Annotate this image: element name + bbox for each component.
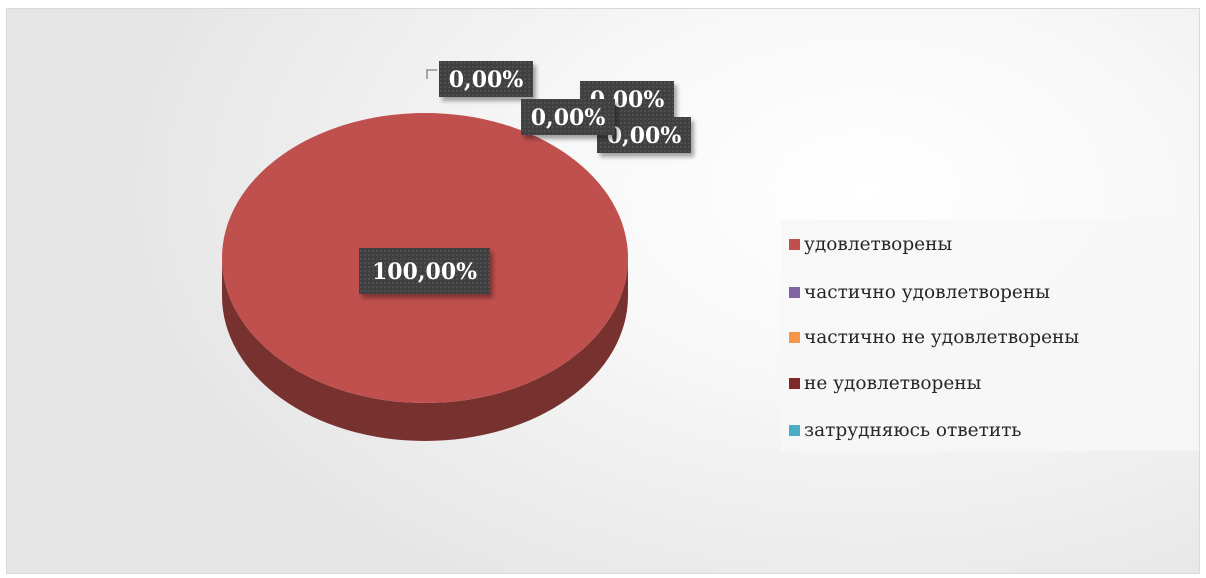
legend-item-hard-to-say: затрудняюсь ответить [789,418,1022,442]
legend-item-partially-unsatisfied: частично не удовлетворены [789,325,1079,349]
legend-item-partially-satisfied: частично удовлетворены [789,280,1050,304]
legend-swatch [789,286,800,298]
legend-label: частично не удовлетворены [804,326,1080,348]
data-label-text: 0,00% [531,105,606,131]
legend-label: удовлетворены [804,233,953,255]
data-label-2: 0,00% [439,61,533,97]
pie-slice-side [222,258,628,441]
legend-item-unsatisfied: не удовлетворены [789,371,981,395]
legend-item-satisfied: удовлетворены [789,232,952,256]
legend-label: не удовлетворены [804,372,982,394]
chart-area: 100,00% 0,00% 0,00% 0,00% 0,00% удовлетворен… [6,8,1200,574]
data-label-5: 0,00% [521,99,615,135]
data-label-text: 100,00% [372,259,477,285]
data-label-box [359,248,490,294]
legend-swatch [789,331,800,343]
legend-label: частично удовлетворены [804,281,1050,303]
data-label-box [521,99,615,135]
data-label-box [439,61,533,97]
legend-label: затрудняюсь ответить [804,419,1022,441]
pie-chart: 100,00%0,00%0,00%0,00%0,00% [222,61,691,441]
data-label-text: 0,00% [607,123,682,149]
data-label-1: 100,00% [359,248,490,294]
legend-swatch [789,377,800,389]
legend-swatch [789,238,800,250]
legend: удовлетворены частично удовлетворены час… [781,220,1199,451]
data-label-text: 0,00% [449,67,524,93]
legend-swatch [789,424,800,436]
leader-line [426,69,437,79]
